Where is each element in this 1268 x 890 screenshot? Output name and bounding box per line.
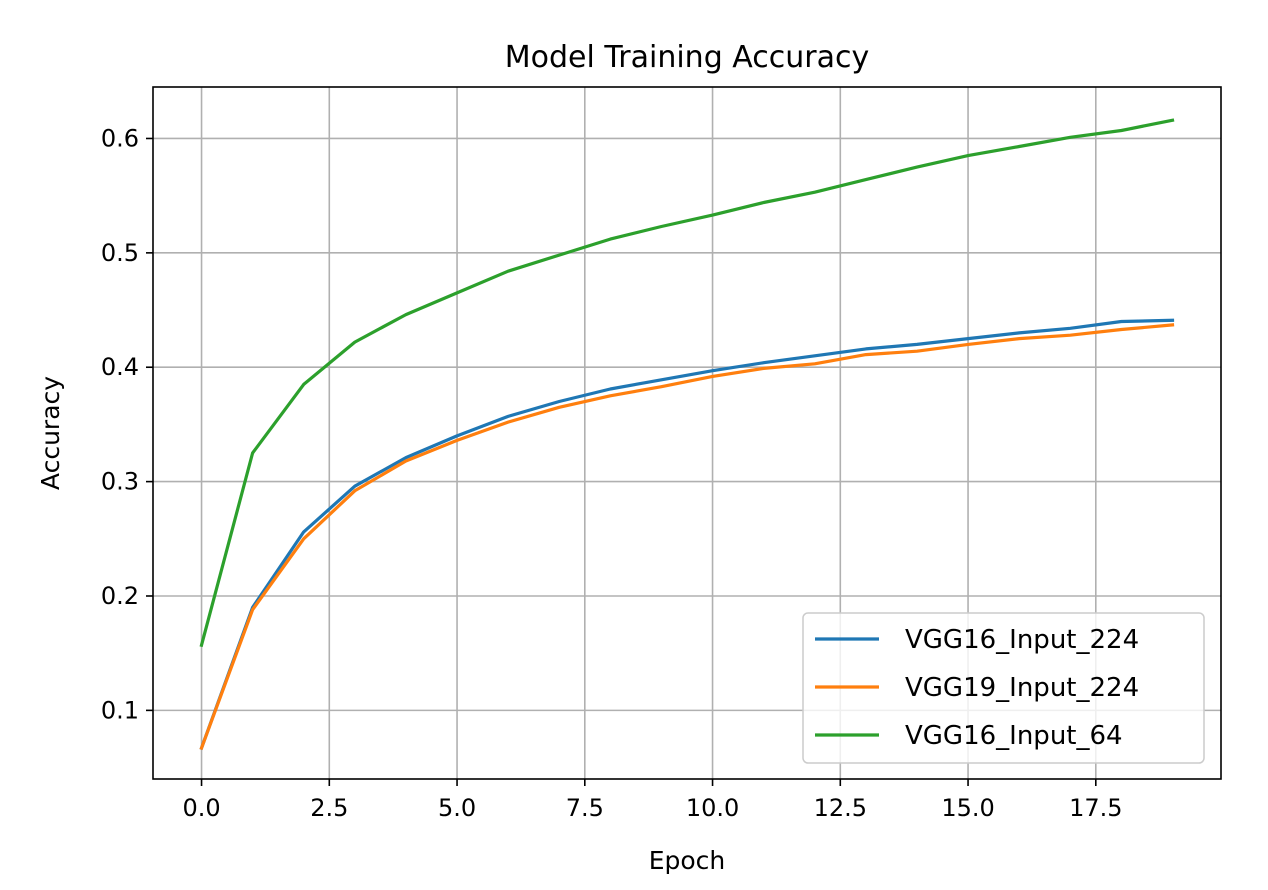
legend-label: VGG16_Input_224 [905, 625, 1139, 655]
x-tick-label: 7.5 [566, 794, 604, 822]
x-tick-label: 2.5 [310, 794, 348, 822]
series-group [199, 118, 1175, 751]
x-tick-label: 15.0 [941, 794, 994, 822]
series-line-vgg16-input-64 [199, 118, 1175, 648]
legend-label: VGG19_Input_224 [905, 673, 1139, 703]
axis-ticks: 0.0 2.5 5.0 7.5 10.0 12.5 15.0 17.5 0.1 0.2 0.3 0.4… [101, 124, 1123, 822]
y-tick-label: 0.6 [101, 124, 139, 152]
series-line-vgg19-input-224 [199, 323, 1175, 751]
y-tick-label: 0.2 [101, 582, 139, 610]
x-tick-label: 10.0 [686, 794, 739, 822]
legend-box [802, 612, 1205, 764]
x-axis-title: Epoch [649, 846, 726, 875]
grid [153, 87, 1221, 779]
y-tick-label: 0.1 [101, 696, 139, 724]
legend: VGG16_Input_224 VGG19_Input_224 VGG16_Inpu… [802, 612, 1205, 764]
y-tick-label: 0.4 [101, 353, 139, 381]
plot-frame [152, 86, 1222, 780]
y-axis-title: Accuracy [36, 376, 65, 490]
chart-title: Model Training Accuracy [505, 40, 869, 75]
y-tick-label: 0.3 [101, 468, 139, 496]
y-tick-label: 0.5 [101, 239, 139, 267]
legend-items: VGG16_Input_224 VGG19_Input_224 VGG16_Inpu… [815, 625, 1139, 751]
x-tick-label: 17.5 [1069, 794, 1122, 822]
x-tick-label: 12.5 [814, 794, 867, 822]
series-line-vgg16-input-224 [199, 318, 1175, 751]
legend-label: VGG16_Input_64 [905, 721, 1123, 751]
x-tick-label: 0.0 [182, 794, 220, 822]
x-tick-label: 5.0 [438, 794, 476, 822]
